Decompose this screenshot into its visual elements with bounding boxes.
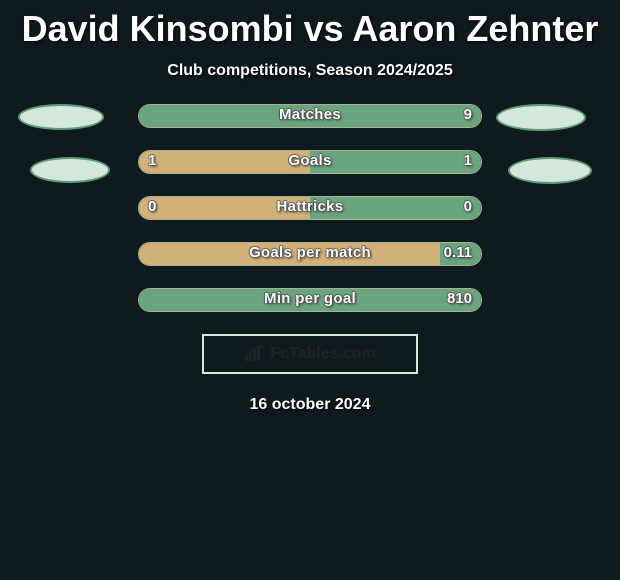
page-subtitle: Club competitions, Season 2024/2025 xyxy=(0,52,620,104)
player-right-oval-1 xyxy=(496,104,586,131)
bars-group: Matches 9 1 Goals 1 0 Hattricks 0 xyxy=(138,104,482,312)
player-left-oval-2 xyxy=(30,157,110,183)
metric-row: Goals per match 0.11 xyxy=(138,242,482,266)
metric-right-value: 0 xyxy=(464,198,472,215)
metric-row: 0 Hattricks 0 xyxy=(138,196,482,220)
metric-label: Goals per match xyxy=(138,244,482,261)
metric-label: Hattricks xyxy=(138,198,482,215)
metric-label: Min per goal xyxy=(138,290,482,307)
metric-right-value: 9 xyxy=(464,106,472,123)
metric-row: Matches 9 xyxy=(138,104,482,128)
footer-date: 16 october 2024 xyxy=(0,374,620,414)
bar-chart-icon xyxy=(244,345,266,363)
page-title: David Kinsombi vs Aaron Zehnter xyxy=(0,0,620,52)
metric-label: Goals xyxy=(138,152,482,169)
metric-row: Min per goal 810 xyxy=(138,288,482,312)
metric-right-value: 0.11 xyxy=(444,244,472,261)
metric-right-value: 810 xyxy=(447,290,472,307)
metric-right-value: 1 xyxy=(464,152,472,169)
metric-row: 1 Goals 1 xyxy=(138,150,482,174)
footer-brand-text: FcTables.com xyxy=(270,345,376,363)
footer-brand-box[interactable]: FcTables.com xyxy=(202,334,418,374)
player-right-oval-2 xyxy=(508,157,592,184)
comparison-container: Matches 9 1 Goals 1 0 Hattricks 0 xyxy=(0,104,620,312)
player-left-oval-1 xyxy=(18,104,104,130)
metric-label: Matches xyxy=(138,106,482,123)
